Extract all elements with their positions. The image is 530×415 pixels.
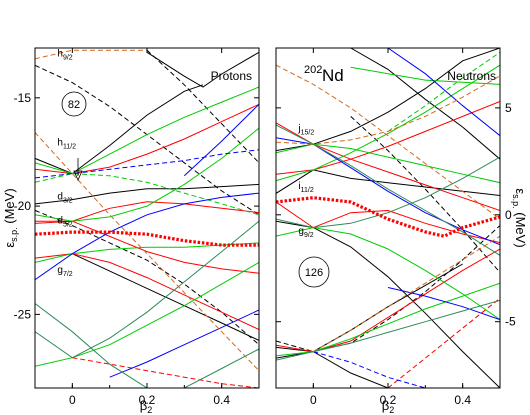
left-level-line-13 — [35, 127, 259, 222]
protons-fermi-level — [35, 230, 259, 247]
right-x-tick-label-2: 0.4 — [454, 393, 471, 407]
left-x-tick-label-0: 0 — [69, 393, 76, 407]
left-level-line-19 — [183, 103, 259, 177]
neutrons-plot-frame — [275, 47, 501, 389]
right-level-line-27 — [276, 64, 500, 220]
neutrons-axis-ticks: 0 0.2 0.4 5 0 -5 — [275, 48, 516, 407]
h11-arrow — [73, 158, 83, 181]
right-level-line-21 — [387, 287, 500, 321]
left-level-line-3 — [146, 51, 259, 88]
right-y-tick-label-1: 0 — [505, 208, 512, 222]
left-level-line-10 — [35, 253, 259, 330]
right-level-line-25 — [276, 156, 500, 229]
left-level-line-6 — [35, 209, 259, 346]
nucleus-mass-number: 202 — [304, 64, 322, 76]
left-level-line-4 — [35, 64, 259, 216]
magic-126-label: 126 — [305, 267, 323, 279]
neutrons-levels — [276, 48, 500, 388]
left-y-tick-label-0: -15 — [14, 91, 32, 105]
right-level-line-2 — [276, 220, 500, 388]
left-level-line-25 — [35, 132, 259, 372]
left-level-line-16 — [35, 173, 259, 216]
left-orbital-label-3: d5/2 — [57, 215, 72, 228]
nucleus-label: 202 Nd — [304, 64, 344, 85]
right-y-tick-label-0: 5 — [505, 101, 512, 115]
left-x-tick-label-2: 0.4 — [213, 393, 230, 407]
left-level-line-5 — [146, 49, 259, 164]
right-level-line-17 — [350, 66, 500, 85]
right-x-tick-label-0: 0 — [310, 393, 317, 407]
right-level-line-20 — [387, 48, 500, 137]
protons-y-axis-label: εs.p. (MeV) — [2, 188, 19, 247]
left-y-tick-label-2: -25 — [14, 307, 32, 321]
neutrons-label: Neutrons — [447, 69, 496, 83]
left-orbital-label-2: d3/2 — [57, 192, 72, 205]
left-level-line-12 — [35, 86, 259, 175]
right-level-line-7 — [276, 225, 500, 353]
magic-126-marker: 126 — [298, 256, 330, 288]
right-level-line-12 — [387, 297, 500, 388]
left-level-line-17 — [35, 192, 259, 281]
magic-82-marker: 82 — [61, 91, 87, 117]
left-level-line-20 — [35, 149, 259, 179]
right-level-line-4 — [350, 48, 500, 160]
right-orbital-label-0: j15/2 — [297, 123, 314, 136]
left-level-line-23 — [184, 348, 259, 388]
left-orbital-label-4: g7/2 — [57, 265, 72, 278]
left-level-line-24 — [35, 49, 147, 60]
right-level-line-14 — [276, 64, 500, 182]
right-level-line-11 — [276, 248, 500, 353]
protons-label: Protons — [211, 69, 252, 83]
left-level-line-21 — [35, 303, 259, 388]
right-level-line-23 — [276, 124, 500, 256]
left-fermi-line — [35, 230, 259, 247]
nucleus-symbol: Nd — [322, 66, 344, 85]
left-x-tick-label-1: 0.2 — [139, 393, 156, 407]
magic-82-label: 82 — [68, 99, 80, 111]
right-x-tick-label-1: 0.2 — [380, 393, 397, 407]
neutrons-fermi-level — [276, 196, 500, 238]
neutrons-y-axis-label: εs.p. (MeV) — [511, 188, 528, 247]
right-level-line-18 — [387, 51, 500, 132]
left-level-line-0 — [35, 84, 204, 175]
right-level-line-6 — [350, 116, 500, 273]
right-level-line-26 — [276, 75, 500, 145]
protons-axis-ticks: 0 0.2 0.4 -15 -20 -25 — [14, 48, 260, 407]
right-level-line-5 — [276, 351, 500, 388]
right-orbital-label-1: i11/2 — [298, 181, 313, 194]
protons-levels — [35, 49, 259, 388]
left-y-tick-label-1: -20 — [14, 199, 32, 213]
right-fermi-line — [276, 196, 500, 238]
left-orbital-label-1: h11/2 — [57, 137, 76, 150]
left-level-line-22 — [35, 220, 259, 359]
left-level-line-1 — [35, 183, 259, 205]
right-level-line-22 — [313, 351, 500, 388]
left-level-line-18 — [109, 309, 259, 378]
left-level-line-11 — [72, 357, 259, 388]
right-level-line-28 — [313, 235, 500, 353]
right-y-tick-label-2: -5 — [505, 315, 516, 329]
